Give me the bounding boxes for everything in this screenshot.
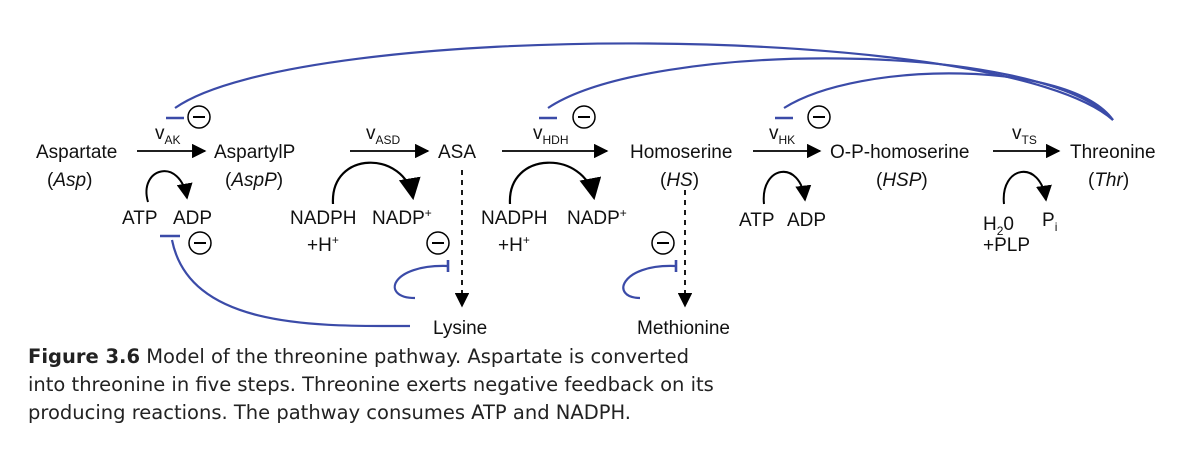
h-label-asd: +H+ bbox=[307, 233, 339, 256]
adp-label-hk: ADP bbox=[787, 210, 826, 231]
pi-label-ts: Pi bbox=[1042, 210, 1057, 234]
h-label-hdh: +H+ bbox=[498, 233, 530, 256]
nadph-label-asd: NADPH bbox=[290, 208, 357, 229]
cofactor-arrows bbox=[145, 161, 1052, 205]
h2o-label-ts: H20 bbox=[983, 214, 1014, 238]
metabolite-labels: Aspartate (Asp) AspartylP (AspP) ASA Hom… bbox=[36, 142, 1156, 339]
asa-label: ASA bbox=[438, 142, 476, 163]
figure-label: Figure 3.6 bbox=[28, 345, 141, 368]
homoserine-label: Homoserine bbox=[630, 142, 732, 163]
feedback-arc-to-hk bbox=[783, 72, 1114, 121]
nadph-label-hdh: NADPH bbox=[481, 208, 548, 229]
figure-caption: Figure 3.6 Model of the threonine pathwa… bbox=[28, 343, 718, 427]
inhibition-circle-ak bbox=[187, 105, 211, 129]
inhibition-circle-hdh bbox=[572, 105, 596, 129]
feedback-arc-to-ak bbox=[174, 42, 1114, 121]
aspartate-abbr: (Asp) bbox=[47, 170, 92, 191]
threonine-label: Threonine bbox=[1070, 142, 1156, 163]
aspartylp-label: AspartylP bbox=[214, 142, 295, 163]
methionine-self-loop bbox=[622, 264, 676, 300]
ophomoserine-label: O-P-homoserine bbox=[830, 142, 969, 163]
aspartate-label: Aspartate bbox=[36, 142, 117, 163]
inhibition-circle-lysine bbox=[426, 231, 450, 255]
rate-vhk: vHK bbox=[769, 123, 795, 147]
adp-label-ak: ADP bbox=[173, 208, 212, 229]
atp-label-hk: ATP bbox=[739, 210, 775, 231]
methionine-label: Methionine bbox=[637, 318, 730, 339]
feedback-arc-to-hdh bbox=[547, 57, 1114, 121]
inhibition-circle-hk bbox=[807, 105, 831, 129]
lysine-self-loop bbox=[393, 264, 449, 300]
rate-vhdh: vHDH bbox=[533, 123, 569, 147]
threonine-abbr: (Thr) bbox=[1088, 170, 1129, 191]
atp-label-ak: ATP bbox=[122, 208, 158, 229]
inhibition-bars bbox=[160, 116, 793, 272]
feedback-arcs bbox=[170, 42, 1114, 328]
homoserine-abbr: (HS) bbox=[660, 170, 699, 191]
rate-vasd: vASD bbox=[366, 123, 401, 147]
inhibition-circle-methionine bbox=[651, 231, 675, 255]
rate-vak: vAK bbox=[155, 123, 181, 147]
nadp-label-hdh: NADP+ bbox=[567, 206, 627, 229]
rate-vts: vTS bbox=[1012, 123, 1037, 147]
plp-label-ts: +PLP bbox=[983, 235, 1030, 256]
branch-arrows bbox=[454, 170, 693, 308]
nadp-label-asd: NADP+ bbox=[372, 206, 432, 229]
lysine-feedback-to-ak bbox=[170, 239, 411, 328]
ophomoserine-abbr: (HSP) bbox=[876, 170, 928, 191]
inhibition-symbols bbox=[187, 105, 831, 255]
figure-caption-text: Model of the threonine pathway. Aspartat… bbox=[28, 345, 714, 424]
rate-labels: vAK vASD vHDH vHK vTS bbox=[155, 123, 1037, 147]
aspartylp-abbr: (AspP) bbox=[225, 170, 283, 191]
cofactor-labels: ATP ADP NADPH +H+ NADP+ NADPH +H+ NADP+ … bbox=[122, 206, 1057, 256]
lysine-label: Lysine bbox=[433, 318, 487, 339]
inhibition-circle-lysine-ak bbox=[188, 231, 212, 255]
